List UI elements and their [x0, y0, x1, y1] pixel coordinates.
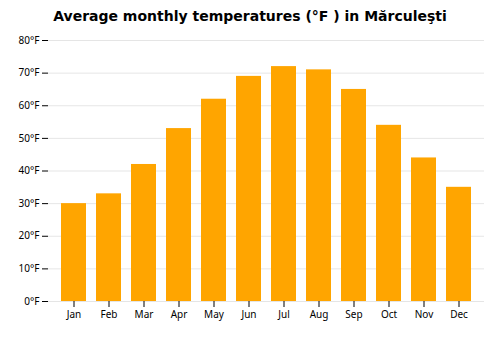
svg-text:40°F: 40°F: [19, 163, 40, 177]
svg-text:10°F: 10°F: [19, 261, 40, 275]
svg-text:Sep: Sep: [345, 307, 362, 321]
svg-text:Dec: Dec: [450, 307, 468, 321]
svg-text:Oct: Oct: [381, 307, 398, 321]
svg-text:Jun: Jun: [240, 307, 256, 321]
svg-text:Aug: Aug: [310, 307, 329, 321]
svg-text:30°F: 30°F: [19, 196, 40, 210]
html-text:Average monthly temperatures (: Average monthly temperatures (°F ) in Mă…: [53, 8, 447, 24]
svg-text:80°F: 80°F: [19, 33, 40, 47]
svg-text:Apr: Apr: [171, 307, 188, 321]
svg-text:Jan: Jan: [66, 307, 82, 321]
svg-text:60°F: 60°F: [19, 98, 40, 112]
svg-text:Nov: Nov: [415, 307, 434, 321]
svg-text:Jul: Jul: [277, 307, 290, 321]
svg-text:May: May: [204, 307, 225, 321]
svg-text:20°F: 20°F: [19, 228, 40, 242]
svg-text:0°F: 0°F: [24, 294, 39, 308]
svg-text:Feb: Feb: [101, 307, 118, 321]
svg-text:Mar: Mar: [135, 307, 154, 321]
svg-text:70°F: 70°F: [19, 65, 40, 79]
svg-text:50°F: 50°F: [19, 131, 40, 145]
